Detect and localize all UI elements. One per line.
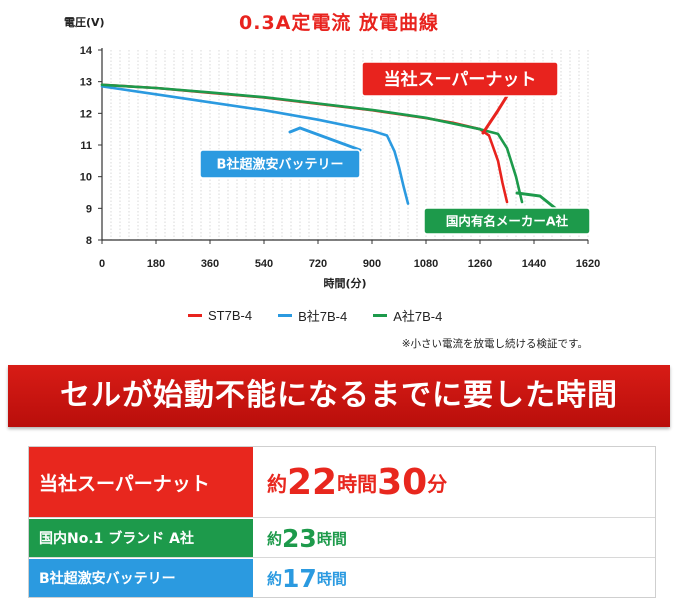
x-axis-label: 時間(分) xyxy=(323,276,366,290)
legend-swatch-a7b4 xyxy=(373,314,388,317)
x-tick-label: 1260 xyxy=(468,258,492,270)
result-hours-number: 17 xyxy=(282,563,317,593)
result-hours-unit: 時間 xyxy=(337,471,378,496)
y-tick-label: 9 xyxy=(86,203,92,215)
x-tick-label: 1080 xyxy=(414,258,438,270)
result-label-supernut: 当社スーパーナット xyxy=(29,447,253,517)
result-hours-unit: 時間 xyxy=(316,569,347,588)
x-tick-label: 720 xyxy=(309,258,327,270)
result-hours-number: 23 xyxy=(282,523,317,553)
result-minutes-unit: 分 xyxy=(427,471,448,496)
callout-leader-st7b4 xyxy=(481,94,509,135)
x-tick-label: 180 xyxy=(147,258,165,270)
series-line-b7b4 xyxy=(100,85,410,205)
x-tick-label: 1440 xyxy=(522,258,546,270)
result-row-brand-b: B社超激安バッテリー 約 17 時間 xyxy=(29,559,655,597)
y-tick-label: 12 xyxy=(80,108,92,120)
legend-item-b7b4: B社7B-4 xyxy=(278,306,347,325)
result-row-brand-a: 国内No.1 ブランド A社 約 23 時間 xyxy=(29,519,655,557)
x-tick-label: 900 xyxy=(363,258,381,270)
callout-box-b7b4 xyxy=(199,149,361,179)
legend-item-a7b4: A社7B-4 xyxy=(373,306,442,325)
result-row-supernut: 当社スーパーナット 約 22 時間 30 分 xyxy=(29,447,655,517)
result-value-supernut: 約 22 時間 30 分 xyxy=(253,447,655,517)
legend-label-b7b4: B社7B-4 xyxy=(298,309,348,324)
banner-text: セルが始動不能になるまでに要した時間 xyxy=(60,378,618,413)
result-banner: セルが始動不能になるまでに要した時間 xyxy=(8,365,670,427)
result-prefix: 約 xyxy=(267,471,287,496)
y-tick-label: 11 xyxy=(80,140,92,152)
result-value-brand-b: 約 17 時間 xyxy=(253,559,655,597)
x-tick-label: 1620 xyxy=(576,258,600,270)
result-label-brand-a: 国内No.1 ブランド A社 xyxy=(29,519,253,557)
row-divider xyxy=(29,557,655,558)
legend-swatch-b7b4 xyxy=(278,314,293,317)
callout-label-st7b4: 当社スーパーナット xyxy=(384,69,537,90)
callout-leader-b7b4 xyxy=(288,126,362,152)
discharge-chart: 8 9 10 11 12 13 14 0 180 360 540 720 900 1080 1260 1440… xyxy=(64,16,600,290)
legend-swatch-st7b4 xyxy=(188,314,202,317)
y-axis-label: 電圧(V) xyxy=(64,16,105,29)
x-tick-label: 540 xyxy=(255,258,273,270)
legend-label-a7b4: A社7B-4 xyxy=(393,309,443,324)
result-value-brand-a: 約 23 時間 xyxy=(253,519,655,557)
callout-box-st7b4 xyxy=(361,61,559,97)
result-hours-number: 22 xyxy=(287,461,338,503)
result-minutes-number: 30 xyxy=(377,461,428,503)
legend-label-st7b4: ST7B-4 xyxy=(208,308,253,323)
result-prefix: 約 xyxy=(267,569,283,588)
y-tick-label: 14 xyxy=(80,45,93,57)
chart-note: ※小さい電流を放電し続ける検証です。 xyxy=(401,338,588,350)
callout-leader-a7b4 xyxy=(515,191,557,210)
callout-box-a7b4 xyxy=(423,207,591,235)
x-tick-label: 360 xyxy=(201,258,219,270)
result-label-brand-b: B社超激安バッテリー xyxy=(29,559,253,597)
result-prefix: 約 xyxy=(267,529,283,548)
chart-title: 0.3A定電流 放電曲線 xyxy=(239,12,439,34)
x-tick-label: 0 xyxy=(99,258,105,270)
callout-label-b7b4: B社超激安バッテリー xyxy=(217,157,344,173)
chart-legend: ST7B-4 B社7B-4 A社7B-4 xyxy=(188,306,442,325)
callout-label-a7b4: 国内有名メーカーA社 xyxy=(446,214,569,229)
y-tick-label: 13 xyxy=(80,77,92,89)
y-tick-label: 10 xyxy=(80,172,92,184)
result-table: 当社スーパーナット 約 22 時間 30 分 国内No.1 ブランド A社 約 … xyxy=(28,446,656,598)
row-divider xyxy=(29,517,655,518)
y-tick-label: 8 xyxy=(86,235,92,247)
series-line-a7b4 xyxy=(100,83,524,204)
result-hours-unit: 時間 xyxy=(316,529,347,548)
legend-item-st7b4: ST7B-4 xyxy=(188,306,252,325)
